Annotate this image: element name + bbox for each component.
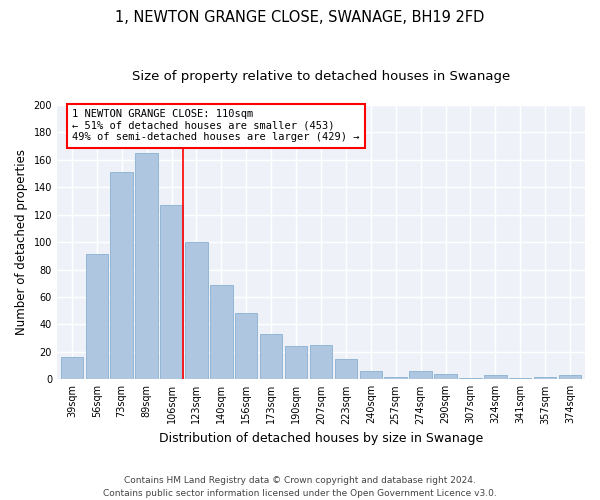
Bar <box>260 334 283 380</box>
Bar <box>409 371 432 380</box>
Bar <box>235 314 257 380</box>
Bar <box>335 358 357 380</box>
Bar <box>310 345 332 380</box>
Bar <box>185 242 208 380</box>
Bar <box>285 346 307 380</box>
Bar <box>110 172 133 380</box>
Bar <box>385 376 407 380</box>
Text: 1, NEWTON GRANGE CLOSE, SWANAGE, BH19 2FD: 1, NEWTON GRANGE CLOSE, SWANAGE, BH19 2F… <box>115 10 485 25</box>
Bar <box>434 374 457 380</box>
Bar <box>509 378 532 380</box>
Bar <box>136 153 158 380</box>
Bar <box>61 358 83 380</box>
Y-axis label: Number of detached properties: Number of detached properties <box>15 149 28 335</box>
Title: Size of property relative to detached houses in Swanage: Size of property relative to detached ho… <box>132 70 510 83</box>
X-axis label: Distribution of detached houses by size in Swanage: Distribution of detached houses by size … <box>159 432 483 445</box>
Bar <box>484 375 506 380</box>
Bar <box>86 254 108 380</box>
Bar <box>359 371 382 380</box>
Bar <box>459 378 482 380</box>
Text: Contains HM Land Registry data © Crown copyright and database right 2024.
Contai: Contains HM Land Registry data © Crown c… <box>103 476 497 498</box>
Bar <box>210 284 233 380</box>
Bar <box>534 376 556 380</box>
Bar <box>160 205 183 380</box>
Text: 1 NEWTON GRANGE CLOSE: 110sqm
← 51% of detached houses are smaller (453)
49% of : 1 NEWTON GRANGE CLOSE: 110sqm ← 51% of d… <box>72 109 359 142</box>
Bar <box>559 375 581 380</box>
